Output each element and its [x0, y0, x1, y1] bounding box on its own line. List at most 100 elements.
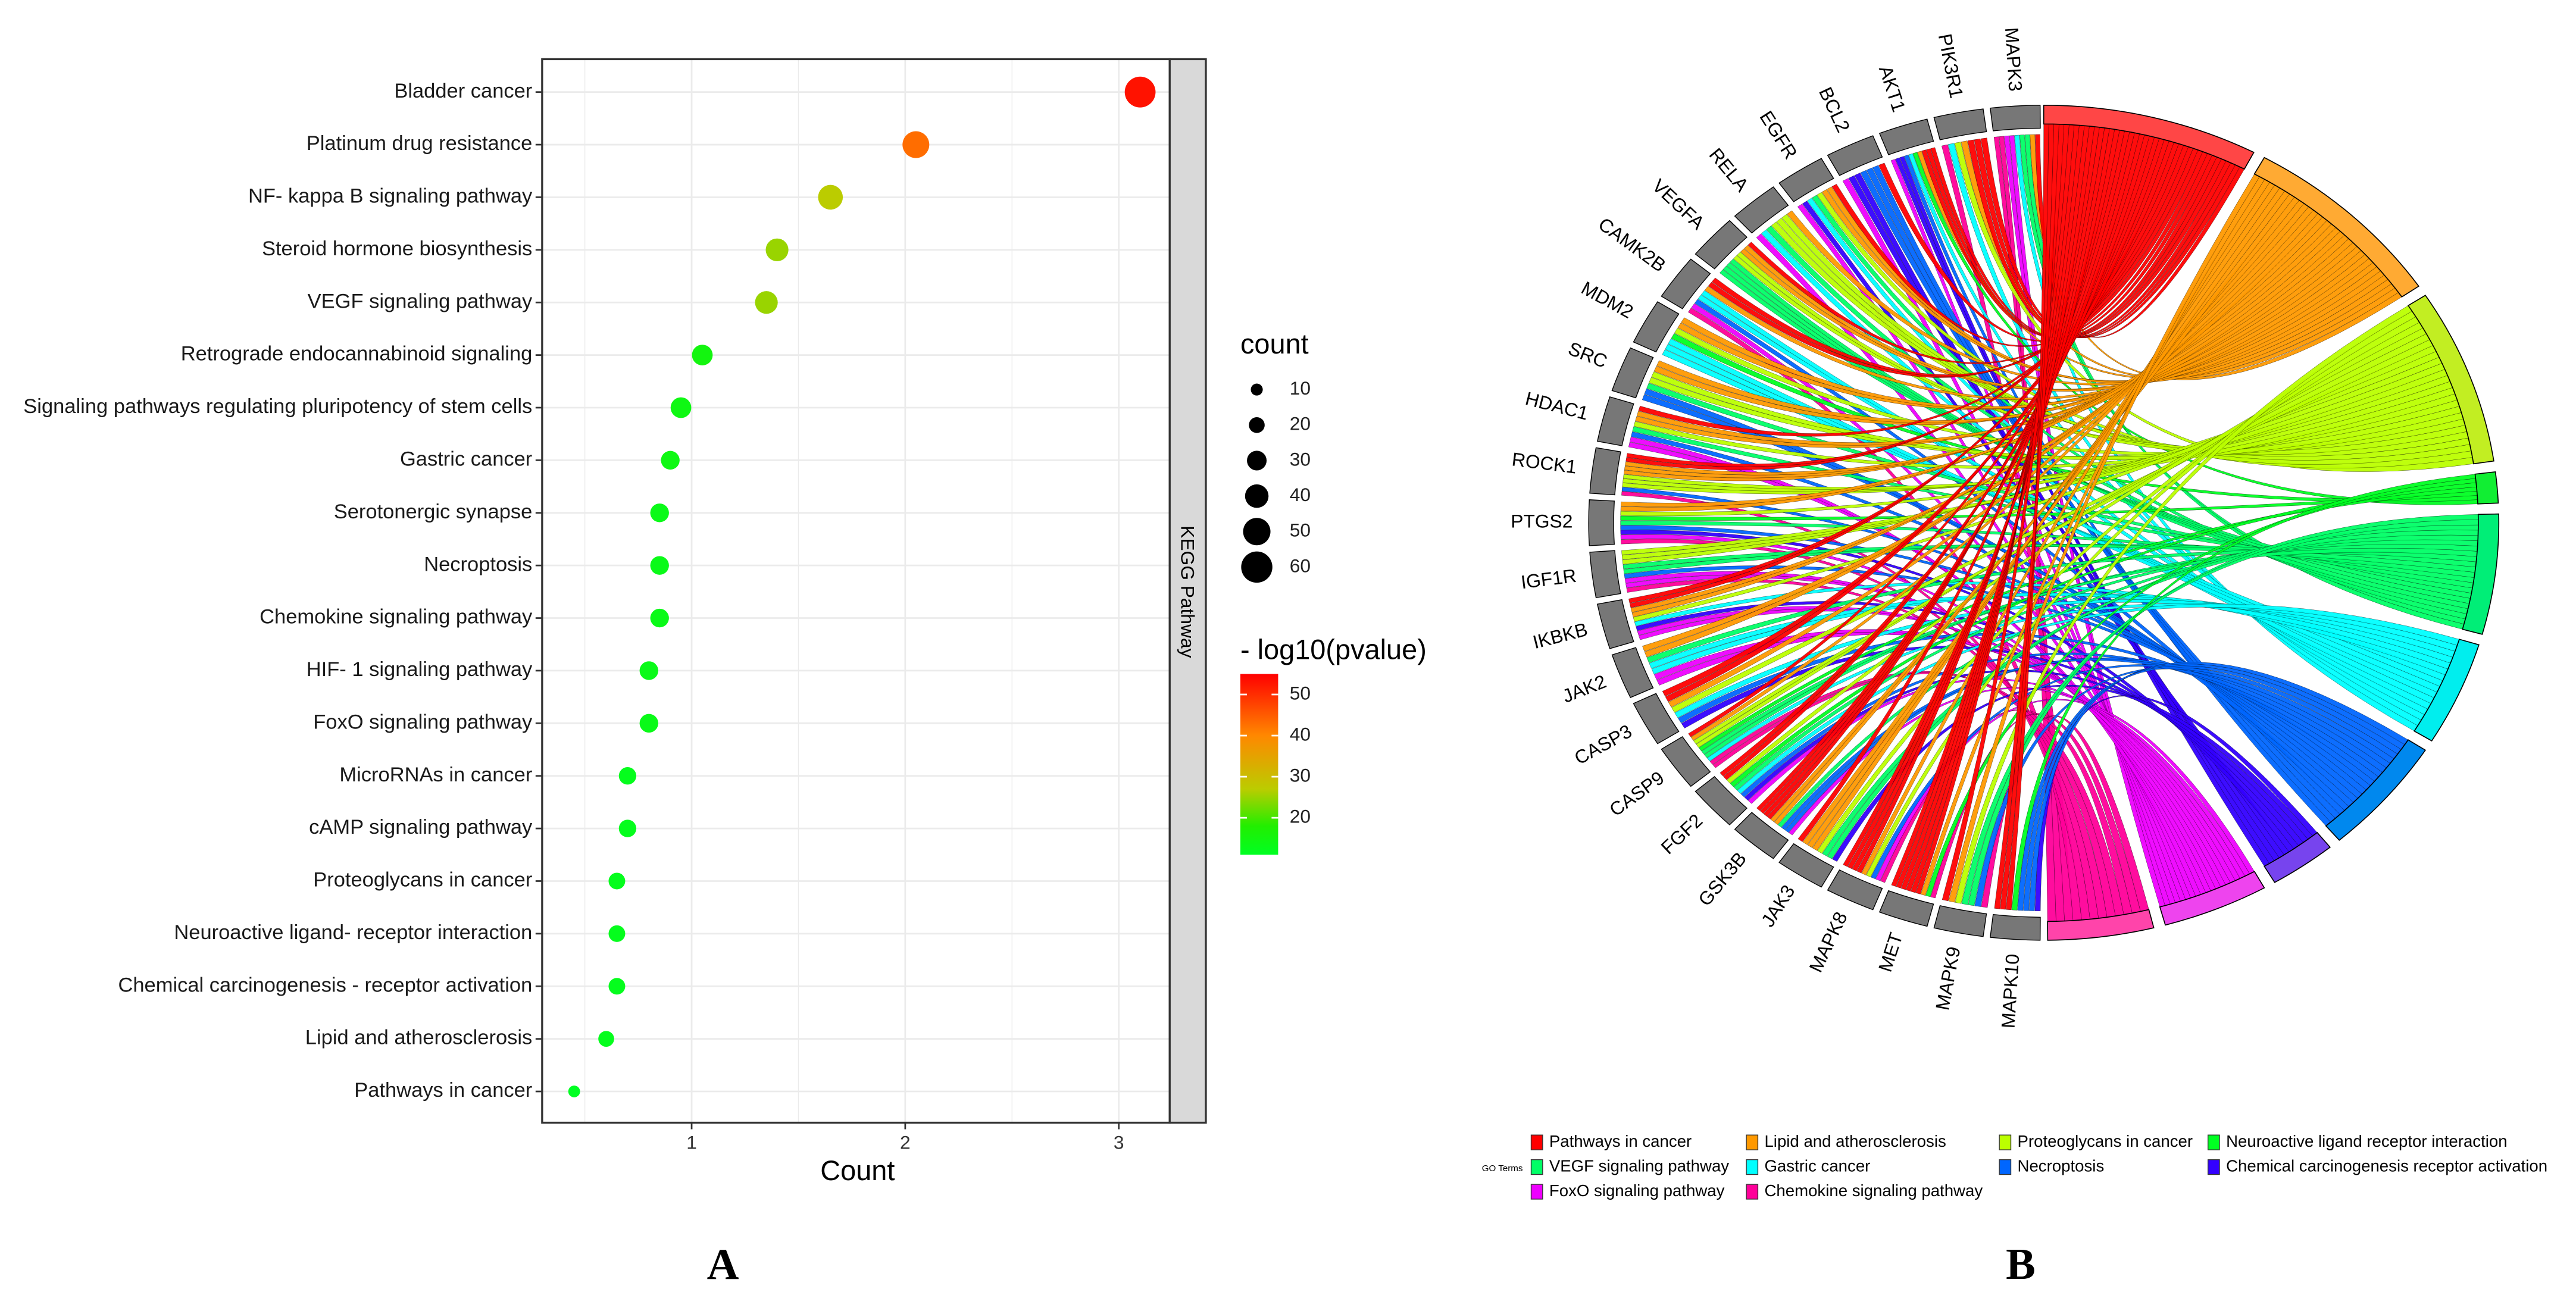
- y-axis-label: Platinum drug resistance: [307, 132, 533, 155]
- ribbon: [1817, 316, 2420, 854]
- gene-arc-block: [1734, 812, 1789, 859]
- data-point: [692, 345, 713, 366]
- ribbon: [1631, 431, 2362, 799]
- ribbon: [1920, 176, 2265, 896]
- ribbon: [1880, 709, 2133, 915]
- gene-label: IKBKB: [1531, 618, 1590, 653]
- ribbon: [1994, 124, 2059, 909]
- gene-arc-block: [1990, 105, 2041, 132]
- ribbon: [1802, 187, 2285, 845]
- x-tick-label: 2: [900, 1132, 911, 1153]
- gene-label: MDM2: [1578, 277, 1637, 323]
- facet-strip: [1168, 58, 1207, 1124]
- ribbon: [1730, 482, 2477, 787]
- color-bar: [1240, 674, 1278, 855]
- ribbon: [1681, 646, 2304, 846]
- gene-label: JAK3: [1757, 881, 1799, 930]
- data-point: [639, 661, 658, 680]
- y-axis-label: VEGF signaling pathway: [308, 290, 533, 312]
- ribbon: [2011, 474, 2476, 911]
- gene-arc-block: [1633, 301, 1680, 353]
- gene-arc-block: [1611, 647, 1654, 698]
- ribbon: [1620, 530, 2294, 852]
- size-legend-circle: [1251, 383, 1263, 396]
- panel-label-a: A: [707, 1240, 739, 1289]
- data-point: [608, 872, 626, 890]
- ribbon: [1789, 687, 2250, 877]
- y-axis-label: Serotonergic synapse: [334, 500, 533, 523]
- ribbon: [1634, 581, 2449, 675]
- y-axis-label: Necroptosis: [424, 553, 532, 575]
- term-legend: Pathways in cancer Lipid and atherosclero…: [1530, 1132, 2547, 1200]
- gene-label: CASP3: [1571, 720, 1636, 769]
- gene-label: FGF2: [1657, 809, 1707, 858]
- y-axis-label: NF- kappa B signaling pathway: [248, 185, 533, 208]
- gene-arc-block: [1827, 869, 1883, 911]
- x-tick-label: 1: [686, 1132, 697, 1153]
- gene-arc-block: [1596, 599, 1634, 649]
- data-point: [670, 397, 692, 418]
- term-arc-block: [2159, 871, 2265, 926]
- legend-swatch: [1746, 1184, 1759, 1200]
- data-point: [902, 131, 930, 158]
- y-axis-label: Signaling pathways regulating pluripoten…: [23, 395, 532, 418]
- size-legend-label: 50: [1290, 520, 1311, 541]
- gene-label: RELA: [1705, 144, 1753, 196]
- ribbons: [1620, 124, 2479, 922]
- ribbon: [1662, 138, 2165, 697]
- ribbon: [1621, 363, 2445, 555]
- term-arc-block: [2043, 104, 2255, 170]
- gene-label: PTGS2: [1511, 511, 1573, 532]
- ribbon: [1948, 174, 2260, 903]
- gene-arc-block: [1661, 736, 1711, 787]
- ribbon: [1688, 136, 2155, 737]
- gene-label: IGF1R: [1520, 565, 1577, 593]
- ribbon: [1875, 699, 2255, 881]
- ribbon: [1628, 140, 2174, 603]
- ribbon: [1942, 124, 2065, 902]
- ribbon: [1699, 486, 2477, 752]
- ribbon: [1633, 393, 2458, 469]
- legend-label: Pathways in cancer: [1549, 1132, 1692, 1150]
- chord-diagram-panel: MAPK3 PIK3R1 AKT1 BCL2 EGFRRELAVEGFACAMK2BMD…: [1482, 27, 2547, 1289]
- legend-swatch: [1999, 1134, 2012, 1150]
- gene-arc-block: [1588, 499, 1615, 546]
- ribbon: [1626, 143, 2184, 467]
- data-point: [650, 556, 669, 575]
- term-arc-block: [2325, 739, 2427, 841]
- data-point: [618, 819, 637, 837]
- grid-lines: [542, 59, 1170, 1123]
- y-axis-label: Proteoglycans in cancer: [313, 869, 532, 891]
- ribbon: [1678, 633, 2379, 782]
- ribbon: [1740, 652, 2383, 797]
- size-legend-label: 60: [1290, 555, 1311, 576]
- legend-swatch: [1999, 1159, 2012, 1175]
- data-point: [639, 714, 658, 733]
- gene-label: MAPK9: [1931, 945, 1965, 1012]
- y-axis-label: FoxO signaling pathway: [313, 711, 533, 733]
- y-axis-label: Chemical carcinogenesis - receptor activ…: [118, 974, 532, 996]
- color-legend-label: 40: [1290, 723, 1311, 744]
- x-axis-ticks: 1 2 3: [686, 1122, 1124, 1153]
- ribbon: [1744, 670, 2308, 843]
- data-point: [568, 1085, 580, 1097]
- legend-label: VEGF signaling pathway: [1549, 1156, 1729, 1175]
- y-axis-label: HIF- 1 signaling pathway: [307, 658, 533, 681]
- ribbon: [1674, 328, 2464, 456]
- ribbon: [1701, 548, 2478, 755]
- gene-arc-block: [1734, 186, 1789, 234]
- ribbon: [2034, 695, 2318, 911]
- data-point: [608, 925, 626, 942]
- color-legend-title: - log10(pvalue): [1240, 634, 1427, 665]
- size-legend-title: count: [1240, 329, 1309, 359]
- gene-arc-block: [1878, 890, 1934, 927]
- dots: [568, 76, 1156, 1097]
- ribbon: [1955, 305, 2412, 904]
- gene-label: MAPK3: [2001, 27, 2027, 92]
- size-legend-circle: [1247, 451, 1267, 471]
- ribbon: [2029, 662, 2409, 911]
- legend-swatch: [2208, 1134, 2220, 1150]
- ribbon: [1654, 629, 2236, 883]
- y-axis-label: Neuroactive ligand- receptor interaction: [174, 921, 532, 944]
